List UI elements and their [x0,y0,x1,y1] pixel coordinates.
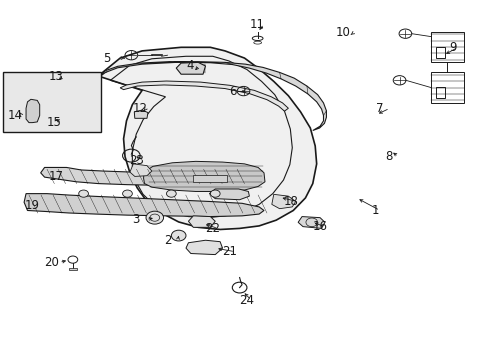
Polygon shape [185,240,222,255]
Polygon shape [188,216,215,227]
Text: 3: 3 [132,213,140,226]
Polygon shape [271,194,295,209]
Bar [3,72,101,132]
Text: 16: 16 [312,220,327,233]
Polygon shape [26,99,40,123]
Bar [430,32,463,62]
Circle shape [166,190,176,197]
Text: 18: 18 [283,195,298,208]
Polygon shape [41,167,244,185]
Bar [435,87,445,98]
Polygon shape [130,164,152,176]
Bar [430,72,463,103]
Polygon shape [298,217,325,228]
Polygon shape [120,81,288,111]
Circle shape [122,190,132,197]
Bar [69,267,77,270]
Text: 10: 10 [335,27,350,40]
Text: 20: 20 [44,256,60,269]
Text: 13: 13 [48,69,63,82]
Text: 12: 12 [132,102,147,115]
Text: 19: 19 [25,199,40,212]
Text: 17: 17 [48,170,63,183]
Text: 7: 7 [375,102,383,115]
Text: 11: 11 [249,18,264,31]
Circle shape [146,211,163,224]
Polygon shape [98,47,316,229]
Polygon shape [101,62,326,131]
Circle shape [79,190,88,197]
Circle shape [210,190,220,197]
Text: 21: 21 [222,245,237,258]
Polygon shape [134,110,148,118]
Text: 2: 2 [163,234,171,247]
Text: 9: 9 [448,41,456,54]
Text: 22: 22 [205,222,220,235]
Text: 24: 24 [238,294,253,307]
Polygon shape [24,194,264,217]
Text: 1: 1 [370,204,378,217]
Polygon shape [209,189,249,200]
Bar [435,47,445,58]
Text: 14: 14 [8,109,23,122]
Bar [193,175,227,182]
Text: 4: 4 [185,59,193,72]
Text: 23: 23 [129,154,143,167]
Text: 8: 8 [384,150,391,163]
Text: 15: 15 [47,116,62,129]
Circle shape [171,230,185,241]
Bar [30,105,37,118]
Polygon shape [143,161,264,192]
Text: 5: 5 [103,51,110,64]
Text: 6: 6 [228,85,236,98]
Polygon shape [176,62,205,74]
